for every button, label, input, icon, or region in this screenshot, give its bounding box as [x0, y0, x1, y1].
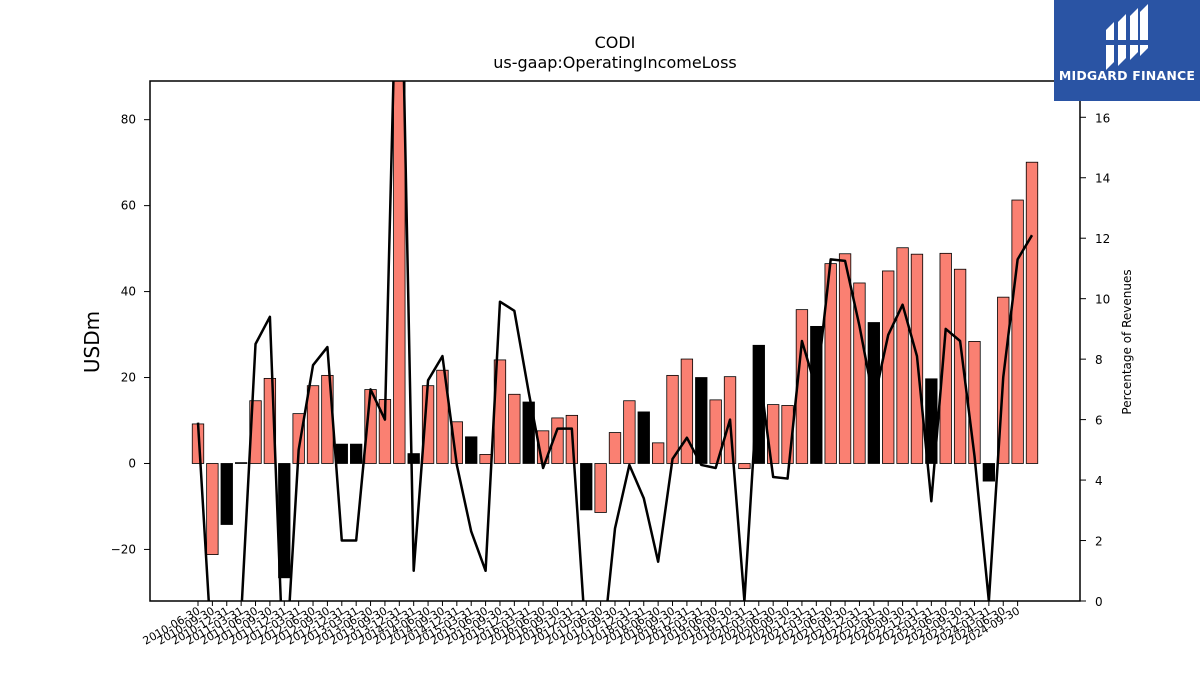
bar: [234, 462, 248, 464]
bar: [393, 81, 406, 464]
y2-tick-label: 6: [1095, 414, 1103, 428]
bar: [695, 377, 708, 464]
bar: [666, 374, 679, 464]
bar: [709, 399, 722, 464]
bar: [436, 369, 449, 464]
bar: [335, 443, 348, 464]
bar: [522, 401, 535, 464]
y2-axis-label: Percentage of Revenues: [1120, 269, 1134, 414]
bar: [479, 454, 492, 464]
bar: [465, 436, 478, 464]
bar: [968, 341, 981, 464]
bar: [853, 282, 866, 464]
bar: [939, 252, 952, 464]
bar: [882, 270, 895, 464]
chart-title: CODI: [595, 33, 636, 52]
y2-tick-label: 2: [1095, 535, 1103, 549]
bar: [580, 463, 593, 511]
logo-text: MIDGARD FINANCE: [1058, 68, 1196, 83]
bar: [508, 393, 521, 464]
bar: [350, 443, 363, 464]
y-tick-label: 60: [121, 199, 136, 213]
bar: [810, 325, 823, 464]
y2-tick-label: 10: [1095, 293, 1110, 307]
y-tick-label: −20: [111, 542, 136, 556]
plot-series: [191, 81, 1039, 601]
bar: [651, 442, 665, 464]
logo-mark-icon: [1106, 4, 1148, 70]
chart-subtitle: us-gaap:OperatingIncomeLoss: [493, 53, 737, 72]
bar: [838, 253, 852, 464]
bar: [306, 385, 320, 464]
bar: [206, 463, 219, 555]
bar: [953, 268, 967, 464]
plot-area: −2002040608002468101214162010-06-302010-…: [111, 80, 1110, 648]
bar: [1011, 199, 1024, 464]
bar: [407, 453, 420, 464]
y2-tick-label: 12: [1095, 232, 1110, 246]
bar: [594, 463, 607, 513]
y2-tick-label: 0: [1095, 595, 1103, 609]
bar: [608, 432, 622, 464]
y2-tick-label: 16: [1095, 111, 1110, 125]
bar: [680, 358, 694, 464]
bar: [738, 463, 751, 470]
midgard-finance-logo: MIDGARD FINANCE: [1054, 0, 1200, 101]
y-tick-label: 0: [128, 456, 136, 470]
bar: [896, 247, 909, 464]
bar: [551, 417, 564, 464]
y-tick-label: 20: [121, 371, 136, 385]
bar: [637, 411, 650, 464]
y2-tick-label: 4: [1095, 474, 1103, 488]
bar: [982, 463, 996, 482]
bar: [623, 400, 636, 464]
bar: [220, 463, 233, 525]
y-axis-label: USDm: [80, 311, 104, 373]
series-line: [196, 81, 1034, 601]
bar: [1025, 161, 1039, 464]
bar: [263, 377, 277, 464]
y2-tick-label: 14: [1095, 172, 1110, 186]
y2-tick-label: 8: [1095, 353, 1103, 367]
y-tick-label: 80: [121, 113, 136, 127]
bar: [867, 322, 880, 464]
y-tick-label: 40: [121, 285, 136, 299]
